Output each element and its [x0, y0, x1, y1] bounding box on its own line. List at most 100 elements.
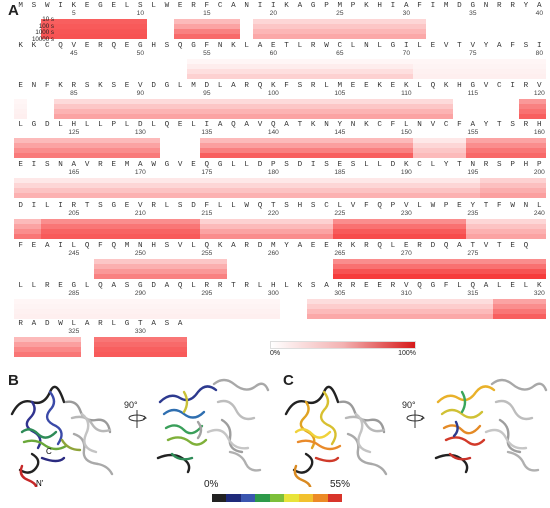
residue: E	[177, 121, 183, 129]
uptake-segment	[14, 99, 28, 104]
residue: E	[430, 42, 436, 50]
residue: Q	[257, 202, 263, 210]
uptake-segment	[93, 352, 187, 357]
uptake-segment	[173, 29, 241, 34]
uptake-segment	[40, 219, 201, 224]
residue: L	[151, 2, 156, 10]
residue: Q	[58, 42, 63, 50]
uptake-segment	[14, 352, 81, 357]
residue: L	[523, 282, 529, 290]
structure-c-left	[284, 385, 388, 487]
residue-number: 275	[467, 250, 479, 257]
residue: V	[403, 282, 409, 290]
residue: F	[510, 42, 515, 50]
residue: I	[510, 82, 515, 90]
uptake-segment	[93, 264, 227, 269]
residue: K	[364, 2, 369, 10]
rotation-indicator-c: 90°	[402, 400, 428, 430]
residue: Q	[84, 242, 90, 250]
residue: D	[257, 161, 263, 169]
residue: C	[497, 82, 502, 90]
residue-numbers: 205 210 215 220 225 230 235 240	[14, 210, 546, 220]
residue: L	[536, 202, 542, 210]
uptake-segment	[466, 224, 546, 229]
residue: L	[191, 282, 196, 290]
residue: L	[217, 82, 223, 90]
residue: A	[297, 242, 303, 250]
residue: L	[244, 42, 249, 50]
residue: K	[284, 2, 289, 10]
residue: R	[151, 202, 156, 210]
uptake-segment	[200, 148, 413, 153]
residue: I	[31, 202, 37, 210]
residue: F	[204, 202, 210, 210]
residue-number: 185	[334, 169, 346, 176]
residue: S	[177, 202, 183, 210]
rotation-label-c: 90°	[402, 400, 416, 410]
residue-number: 45	[70, 50, 78, 57]
residue: N	[470, 161, 476, 169]
residue: L	[350, 42, 356, 50]
residue: P	[510, 161, 515, 169]
residue-number: 105	[334, 90, 346, 97]
residue: T	[497, 242, 502, 250]
residue-number: 200	[533, 169, 545, 176]
residue: N	[350, 121, 356, 129]
residue: Q	[204, 242, 210, 250]
residue-number: 310	[400, 290, 412, 297]
residue: L	[297, 42, 303, 50]
residue: E	[310, 242, 316, 250]
uptake-segment	[40, 224, 201, 229]
residue: Q	[231, 121, 236, 129]
residue-number: 295	[201, 290, 213, 297]
residue: R	[191, 2, 196, 10]
residue: W	[510, 202, 515, 210]
residue: Y	[483, 121, 489, 129]
residue: Y	[337, 121, 343, 129]
residue: L	[231, 202, 236, 210]
residue: A	[483, 282, 489, 290]
residue-number: 175	[201, 169, 213, 176]
residue: F	[204, 42, 210, 50]
residue: A	[231, 242, 236, 250]
percent-max-label: 100%	[398, 350, 416, 357]
residue-number: 155	[467, 129, 479, 136]
residue: I	[204, 121, 210, 129]
residue-number: 80	[535, 50, 544, 57]
residue: N	[31, 82, 37, 90]
uptake-segment	[413, 69, 546, 74]
residue: S	[350, 161, 356, 169]
residue: R	[417, 242, 422, 250]
uptake-segment	[466, 153, 546, 158]
residue: L	[403, 121, 409, 129]
uptake-segment	[40, 34, 147, 39]
residue: E	[58, 282, 63, 290]
residue: C	[337, 42, 343, 50]
residue-number: 55	[203, 50, 211, 57]
residue: E	[177, 2, 183, 10]
uptake-segment	[413, 148, 467, 153]
residue: G	[138, 42, 143, 50]
residue: P	[111, 121, 116, 129]
residue-number: 300	[267, 290, 279, 297]
residue: K	[536, 282, 542, 290]
residue: R	[523, 121, 529, 129]
structure-scale-min: 0%	[204, 479, 219, 490]
residue: R	[98, 320, 103, 328]
n-terminus-label: N'	[36, 479, 44, 487]
residue: E	[364, 282, 369, 290]
residue: K	[364, 121, 369, 129]
residue-number: 10	[136, 10, 145, 17]
uptake-segment	[40, 24, 147, 29]
uptake-segment	[14, 183, 480, 188]
residue: V	[483, 242, 489, 250]
time-label-10000s: 10000 s	[31, 35, 54, 43]
residue: D	[138, 121, 143, 129]
sequence-row: R A D W L A R L G T A S A 325 330	[14, 320, 546, 380]
uptake-segment	[53, 114, 453, 119]
